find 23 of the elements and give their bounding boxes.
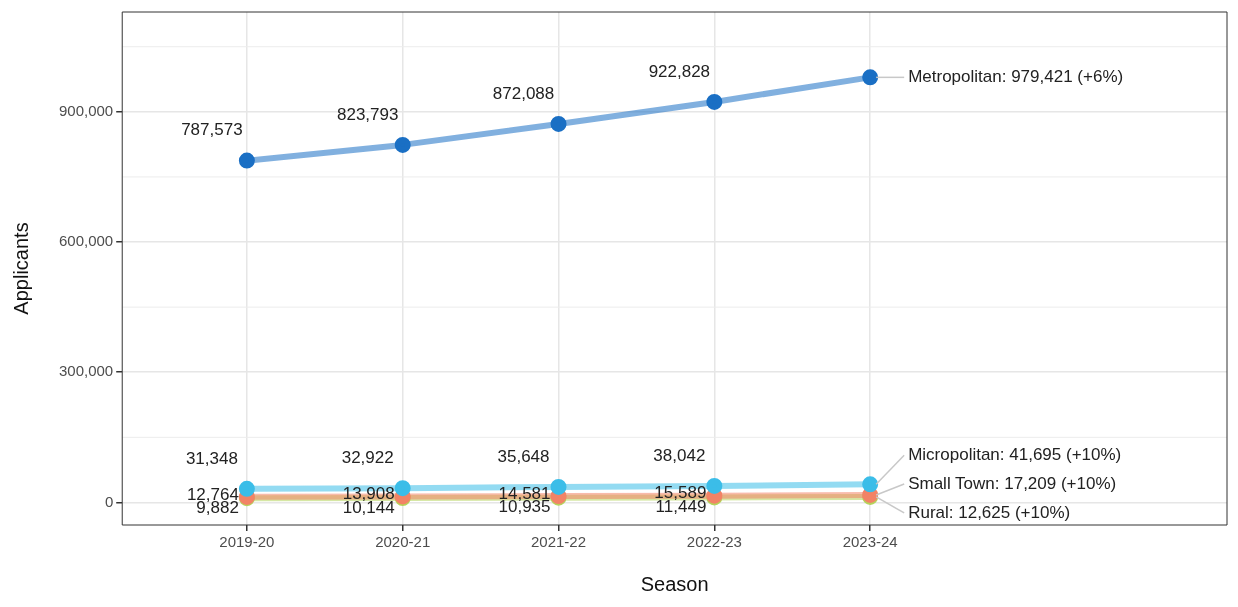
data-label: 922,828 (648, 61, 711, 81)
x-tick-label: 2020-21 (375, 533, 431, 551)
y-axis-title: Applicants (9, 222, 32, 315)
data-label: 787,573 (181, 120, 243, 140)
data-label: 31,348 (185, 448, 238, 468)
y-tick-label: 0 (104, 492, 114, 510)
data-label: 872,088 (492, 83, 555, 103)
x-tick-label: 2023-24 (842, 533, 898, 551)
y-tick-label: 600,000 (58, 232, 114, 250)
x-axis-title: Season (640, 572, 709, 595)
data-label: 38,042 (653, 445, 706, 465)
data-label: 823,793 (336, 104, 399, 124)
annotation: Micropolitan: 41,695 (+10%) (908, 445, 1122, 465)
x-tick-label: 2022-23 (686, 533, 742, 551)
annotation: Small Town: 17,209 (+10%) (908, 473, 1117, 493)
y-tick-label: 300,000 (58, 362, 114, 380)
x-tick-label: 2019-20 (219, 533, 275, 551)
annotation: Rural: 12,625 (+10%) (908, 502, 1071, 522)
x-tick-label: 2021-22 (530, 533, 587, 551)
annotation: Metropolitan: 979,421 (+6%) (908, 67, 1124, 87)
data-label: 35,648 (497, 446, 550, 466)
data-label: 32,922 (341, 447, 394, 467)
y-tick-label: 900,000 (58, 101, 114, 119)
